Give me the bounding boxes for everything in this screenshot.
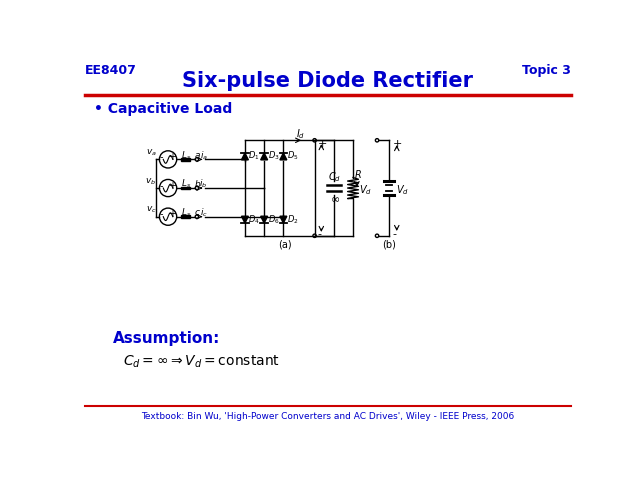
Text: +: + xyxy=(168,209,176,219)
Text: $R$: $R$ xyxy=(355,168,362,180)
Polygon shape xyxy=(260,216,268,223)
Polygon shape xyxy=(241,216,248,223)
Polygon shape xyxy=(280,153,287,160)
Polygon shape xyxy=(260,153,268,160)
Text: • Capacitive Load: • Capacitive Load xyxy=(94,102,232,116)
Text: $L_s$: $L_s$ xyxy=(180,206,191,219)
Text: $D_2$: $D_2$ xyxy=(287,214,298,226)
Text: +: + xyxy=(317,139,327,149)
Text: b: b xyxy=(195,180,200,189)
Text: Textbook: Bin Wu, 'High-Power Converters and AC Drives', Wiley - IEEE Press, 200: Textbook: Bin Wu, 'High-Power Converters… xyxy=(141,412,515,421)
Text: $I_d$: $I_d$ xyxy=(296,128,305,142)
Text: $L_s$: $L_s$ xyxy=(180,149,191,162)
Text: -: - xyxy=(317,229,321,239)
Text: Topic 3: Topic 3 xyxy=(522,64,572,77)
Text: $v_b$: $v_b$ xyxy=(145,176,157,187)
Polygon shape xyxy=(241,153,248,160)
Text: $D_5$: $D_5$ xyxy=(287,150,298,162)
Text: $V_d$: $V_d$ xyxy=(396,183,409,197)
Text: $i_c$: $i_c$ xyxy=(200,206,207,219)
Text: $v_c$: $v_c$ xyxy=(146,205,157,215)
Text: $L_s$: $L_s$ xyxy=(180,178,191,191)
Polygon shape xyxy=(280,216,287,223)
Text: +: + xyxy=(393,139,403,149)
Text: (b): (b) xyxy=(382,240,396,250)
Text: -: - xyxy=(393,229,397,239)
Text: -: - xyxy=(160,152,163,162)
Text: $i_b$: $i_b$ xyxy=(200,178,208,191)
Text: $v_a$: $v_a$ xyxy=(146,147,157,158)
Bar xyxy=(182,158,190,161)
Text: c: c xyxy=(195,208,200,217)
Text: +: + xyxy=(168,180,176,191)
Text: $C_d = \infty \Rightarrow V_d = \mathrm{constant}$: $C_d = \infty \Rightarrow V_d = \mathrm{… xyxy=(123,354,280,371)
Text: $\infty$: $\infty$ xyxy=(330,194,340,204)
Text: -: - xyxy=(160,209,163,219)
Bar xyxy=(182,216,190,218)
Text: $D_3$: $D_3$ xyxy=(268,150,279,162)
Text: EE8407: EE8407 xyxy=(84,64,136,77)
Bar xyxy=(182,187,190,189)
Text: $D_6$: $D_6$ xyxy=(268,214,279,226)
Text: $V_d$: $V_d$ xyxy=(359,183,372,197)
Text: Six-pulse Diode Rectifier: Six-pulse Diode Rectifier xyxy=(182,71,474,91)
Text: +: + xyxy=(168,152,176,162)
Text: $i_a$: $i_a$ xyxy=(200,149,207,162)
Text: $D_4$: $D_4$ xyxy=(248,214,260,226)
Text: -: - xyxy=(160,180,163,191)
Text: (a): (a) xyxy=(278,240,291,250)
Text: $C_d$: $C_d$ xyxy=(328,170,340,184)
Text: $D_1$: $D_1$ xyxy=(248,150,260,162)
Text: Assumption:: Assumption: xyxy=(113,331,220,346)
Text: a: a xyxy=(195,151,200,160)
